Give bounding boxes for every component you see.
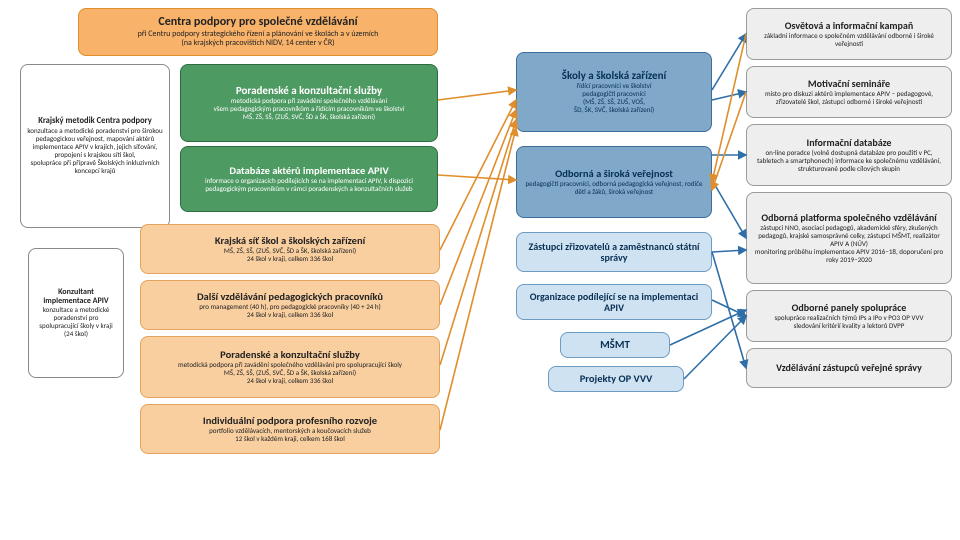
box-r5-title: Odborné panely spolupráce [753,302,945,314]
box-white_left1-sub: konzultace a metodické poradenství pro š… [27,127,163,175]
arrow-4 [440,120,516,365]
arrow-7 [712,92,746,100]
box-white_left1: Krajský metodik Centra podporykonzultace… [20,64,170,228]
box-r3: Informační databázeon-line poradce (voln… [746,124,952,186]
box-blue_schools-sub: řídící pracovníci ve školství pedagogičt… [523,82,705,114]
box-green2: Databáze aktérů implementace APIVinforma… [180,146,438,212]
box-r5: Odborné panely spoluprácespolupráce real… [746,290,952,342]
box-lb_proj: Projekty OP VVV [548,366,684,392]
arrow-1 [438,175,516,180]
arrow-14 [712,252,746,368]
box-blue_public-sub: pedagogičtí pracovníci, odborná pedagogi… [523,180,705,196]
arrow-11 [712,300,746,316]
box-peach4: Individuální podpora profesního rozvojep… [140,404,440,454]
box-r6-title: Vzdělávání zástupců veřejné správy [753,362,945,374]
box-r1: Osvětová a informační kampaňzákladní inf… [746,8,952,60]
box-top_orange-title: Centra podpory pro společné vzdělávání [85,16,431,30]
box-peach3: Poradenské a konzultační službymetodická… [140,336,440,398]
box-lb_zast: Zástupci zřizovatelů a zaměstnanců státn… [516,232,712,272]
box-r1-title: Osvětová a informační kampaň [753,20,945,32]
box-r5-sub: spolupráce realizačních týmů IPs a IPo v… [753,314,945,330]
box-green1-sub: metodická podpora při zavádění společnéh… [187,97,431,121]
arrow-0 [438,90,516,100]
box-green2-sub: informace o organizacích podílejících se… [187,177,431,193]
box-lb_org: Organizace podílející se na implementaci… [516,284,712,320]
box-peach4-sub: portfolio vzdělávacích, mentorských a ko… [147,427,433,443]
box-r4-title: Odborná platforma společného vzdělávání [753,212,945,224]
arrow-16 [712,92,746,190]
box-peach1: Krajská síť škol a školských zařízeníMŠ,… [140,224,440,274]
box-top_orange: Centra podpory pro společné vzdělávánípř… [78,8,438,56]
box-top_orange-sub: při Centru podpory strategického řízení … [85,30,431,48]
arrow-5 [440,128,516,430]
arrow-2 [440,100,516,250]
box-peach3-sub: metodická podpora při zavádění společnéh… [147,361,433,385]
arrow-6 [712,34,746,90]
box-lb_org-title: Organizace podílející se na implementaci… [523,291,705,314]
box-blue_public: Odborná a široká veřejnostpedagogičtí pr… [516,146,712,218]
box-lb_proj-title: Projekty OP VVV [555,373,677,385]
arrow-12 [684,316,746,379]
box-r2: Motivační seminářemísto pro diskuzi akté… [746,66,952,118]
box-white_left2-title: Konzultant implementace APIV [35,288,117,306]
box-peach2-sub: pro management (40 h), pro pedagogické p… [147,303,433,319]
arrow-3 [440,110,516,305]
box-blue_schools: Školy a školská zařízenířídící pracovníc… [516,52,712,132]
arrow-15 [712,34,746,182]
box-r2-title: Motivační semináře [753,78,945,90]
box-r4-sub: zástupci NNO, asociací pedagogů, akademi… [753,224,945,264]
box-white_left2: Konzultant implementace APIVkonzultace a… [28,248,124,378]
box-r4: Odborná platforma společného vzděláváníz… [746,192,952,284]
box-r6: Vzdělávání zástupců veřejné správy [746,348,952,388]
box-green1: Poradenské a konzultační službymetodická… [180,64,438,142]
box-r3-sub: on-line poradce (volně dostupná databáze… [753,149,945,173]
box-lb_msmt-title: MŠMT [567,339,663,352]
box-peach1-sub: MŠ, ZŠ, SŠ, (ZUŠ, SVČ, ŠD a ŠK, školská … [147,247,433,263]
box-lb_zast-title: Zástupci zřizovatelů a zaměstnanců státn… [523,241,705,264]
box-r2-sub: místo pro diskuzi aktérů implementace AP… [753,90,945,106]
arrow-10 [712,250,746,252]
box-r1-sub: základní informace o společném vzděláván… [753,32,945,48]
arrow-9 [712,180,746,238]
box-peach2: Další vzdělávání pedagogických pracovník… [140,280,440,330]
box-r3-title: Informační databáze [753,137,945,149]
box-white_left2-sub: konzultace a metodické poradenství pro s… [35,306,117,338]
box-lb_msmt: MŠMT [560,332,670,358]
